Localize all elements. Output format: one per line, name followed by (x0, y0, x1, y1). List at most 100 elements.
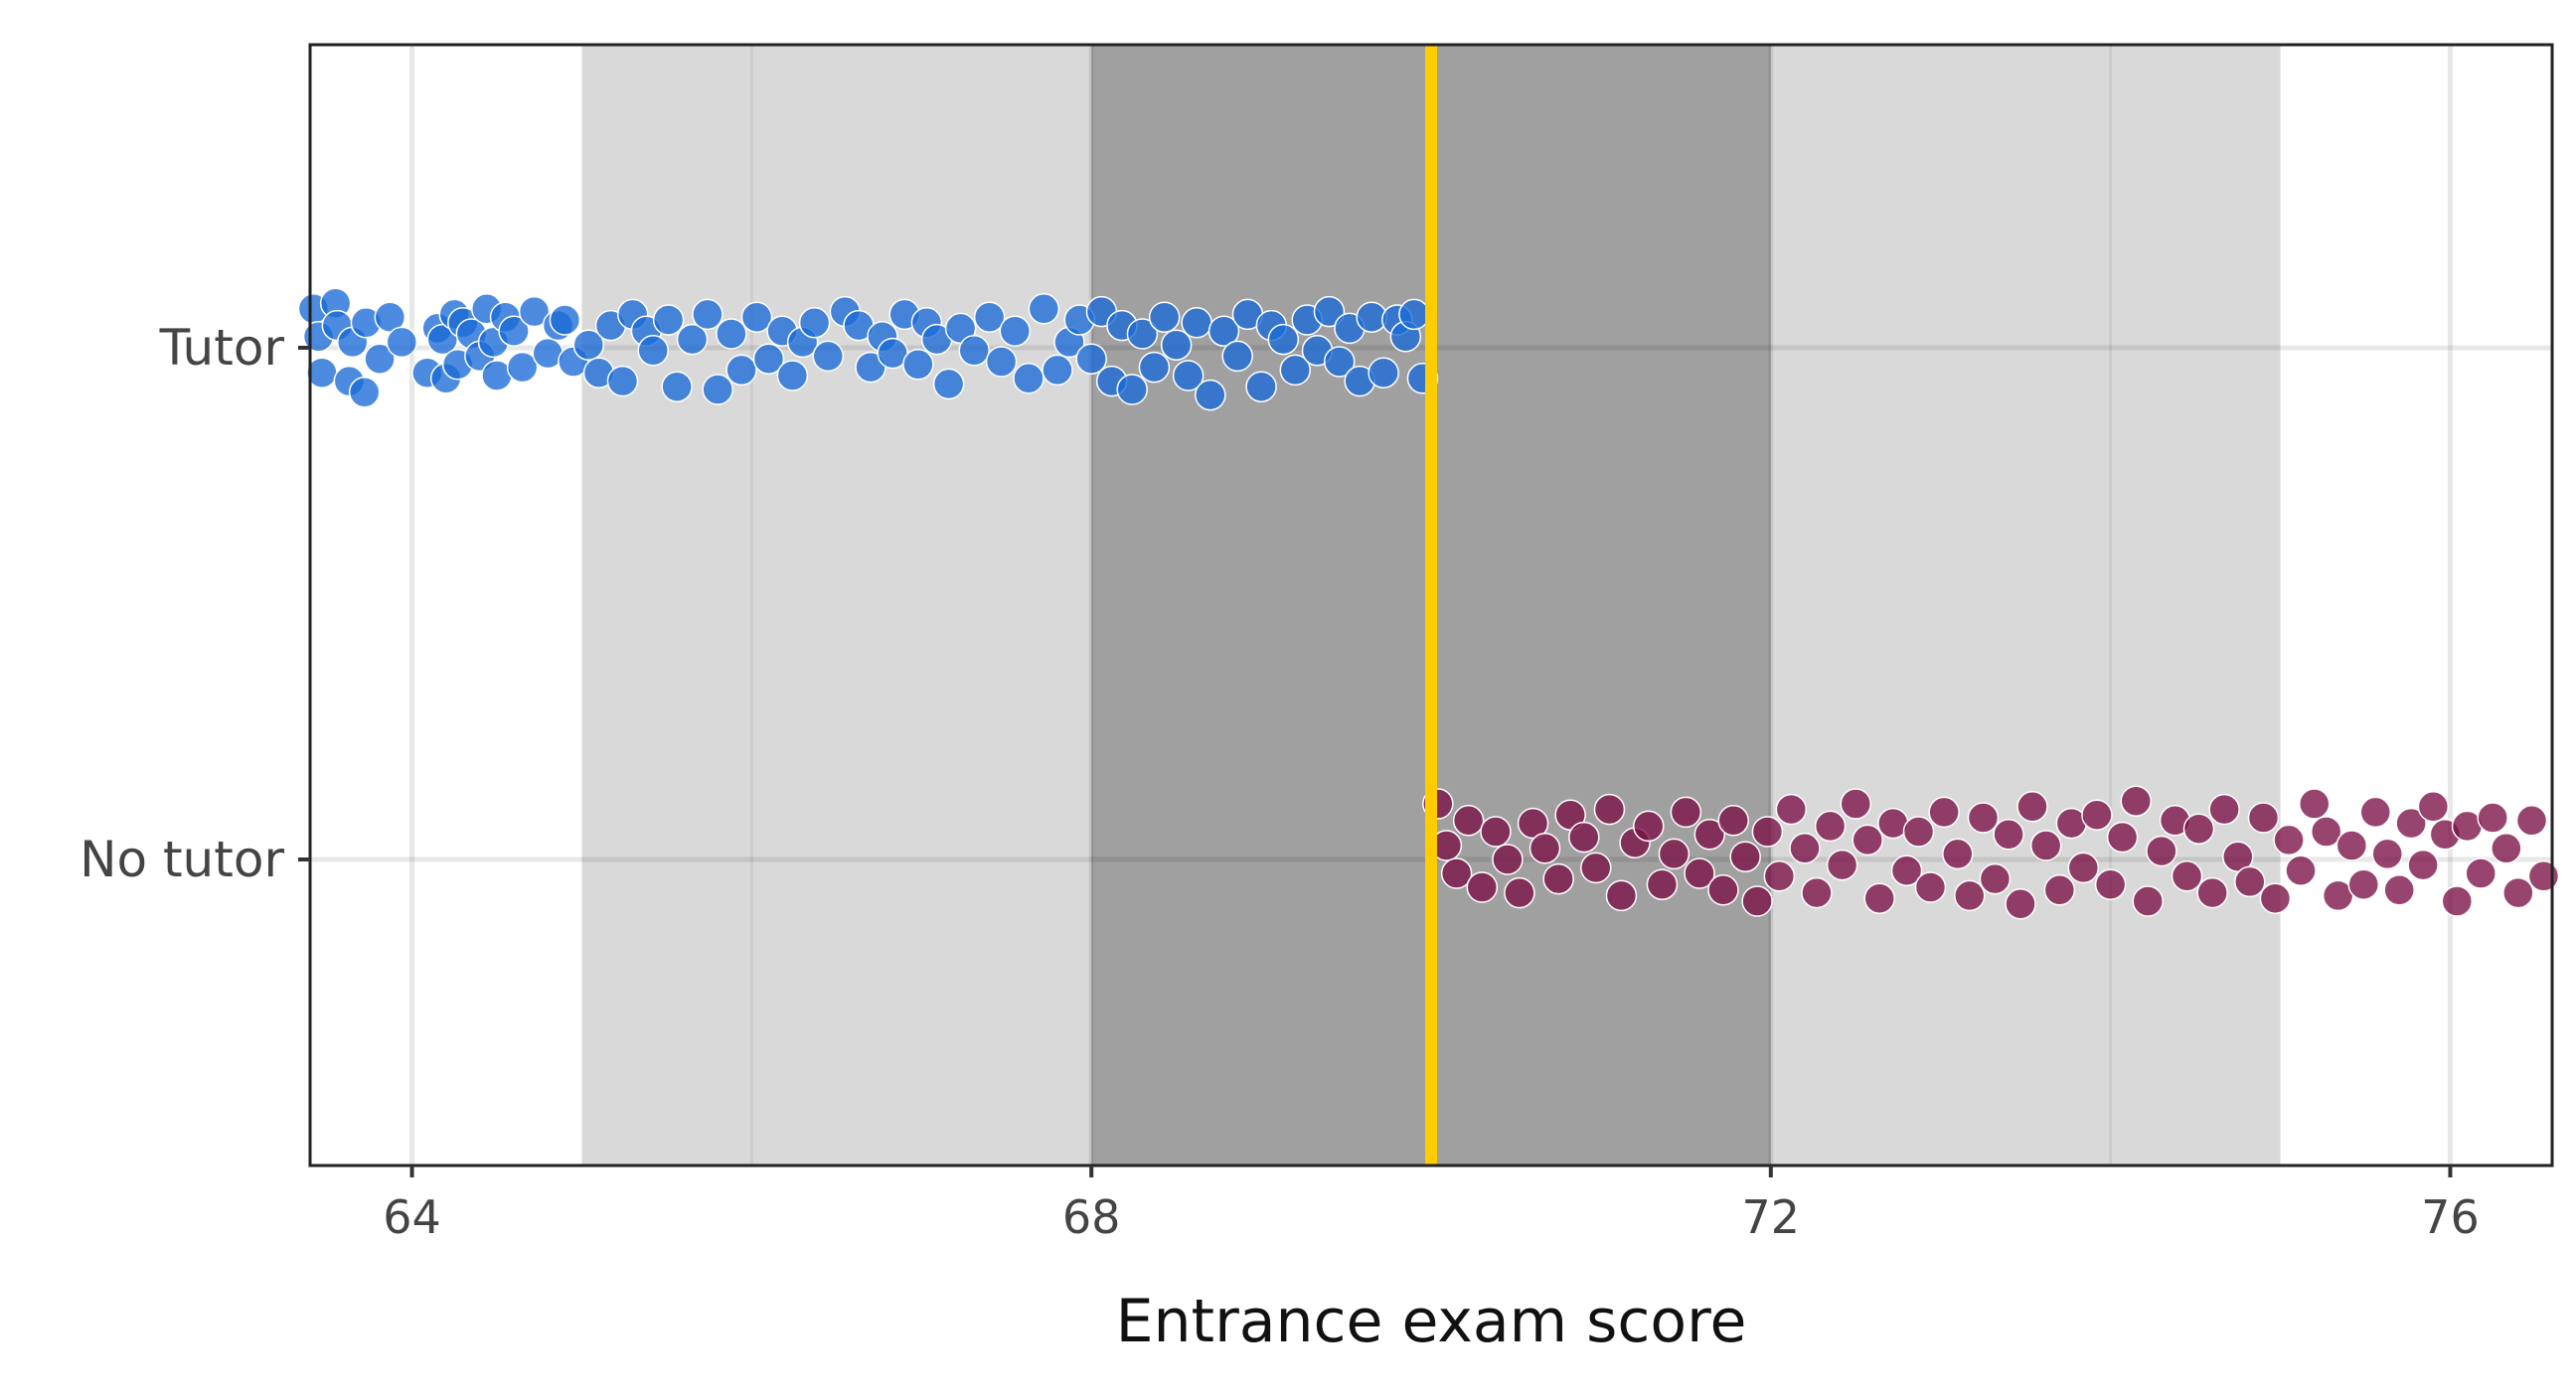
points-layer (297, 287, 2560, 920)
no-tutor-point (1580, 852, 1612, 884)
tutor-point (1245, 371, 1277, 402)
tutor-point (637, 335, 669, 367)
no-tutor-point (2081, 799, 2113, 831)
no-tutor-point (2347, 868, 2380, 900)
no-tutor-point (2067, 852, 2100, 884)
tutor-point (1181, 307, 1212, 339)
no-tutor-point (2016, 791, 2048, 823)
no-tutor-point (1529, 833, 1561, 864)
no-tutor-point (1542, 862, 1574, 895)
no-tutor-point (2417, 791, 2450, 823)
tutor-point (973, 301, 1006, 333)
tutor-point (692, 298, 724, 331)
no-tutor-point (2043, 874, 2076, 906)
x-tick-label: 68 (1062, 1190, 1121, 1244)
no-tutor-point (2273, 824, 2305, 856)
tutor-point (740, 301, 773, 333)
no-tutor-point (1763, 860, 1796, 892)
tutor-point (1208, 315, 1240, 347)
no-tutor-point (2477, 802, 2508, 834)
no-tutor-point (2441, 885, 2474, 917)
no-tutor-point (1775, 793, 1808, 826)
no-tutor-point (1826, 849, 1858, 881)
tutor-point (985, 346, 1018, 378)
y-tick-label: No tutor (80, 831, 284, 888)
tutor-point (498, 315, 530, 347)
tutor-point (549, 304, 581, 336)
y-tick-label: Tutor (159, 319, 285, 377)
tutor-point (1279, 354, 1312, 387)
no-tutor-point (2285, 855, 2317, 886)
no-tutor-point (1890, 855, 1923, 886)
tutor-point (752, 343, 785, 375)
tutor-point (1126, 318, 1159, 350)
x-tick-label: 76 (2421, 1190, 2480, 1244)
no-tutor-point (2491, 833, 2522, 864)
no-tutor-point (1568, 821, 1600, 854)
no-tutor-point (1593, 793, 1626, 826)
x-axis-title: Entrance exam score (1116, 1287, 1747, 1356)
no-tutor-point (2029, 830, 2062, 861)
tutor-point (958, 335, 991, 367)
no-tutor-point (2208, 793, 2240, 826)
tutor-point (506, 351, 539, 384)
no-tutor-point (1504, 876, 1535, 909)
no-tutor-point (2465, 857, 2496, 889)
no-tutor-point (1993, 819, 2024, 851)
no-tutor-point (2247, 802, 2280, 834)
tutor-point (902, 349, 934, 381)
no-tutor-point (1633, 810, 1665, 843)
no-tutor-point (2310, 816, 2342, 848)
no-tutor-point (2234, 865, 2266, 898)
no-tutor-point (1928, 796, 1960, 829)
no-tutor-point (1979, 862, 2012, 895)
no-tutor-point (1492, 844, 1524, 875)
no-tutor-point (1658, 838, 1690, 870)
tutor-point (798, 307, 831, 339)
tutor-point (716, 318, 747, 350)
no-tutor-point (1863, 882, 1895, 914)
no-tutor-point (1440, 857, 1473, 889)
tutor-point (932, 368, 965, 400)
tutor-point (1195, 379, 1226, 411)
tutor-point (652, 304, 685, 336)
no-tutor-point (1729, 841, 1761, 872)
tutor-point (1172, 360, 1205, 391)
no-tutor-point (1954, 879, 1986, 912)
no-tutor-point (2120, 785, 2153, 817)
no-tutor-point (1751, 816, 1784, 848)
no-tutor-point (1646, 868, 1679, 900)
tutor-point (1313, 295, 1346, 328)
tutor-point (1368, 357, 1399, 389)
tutor-point (606, 365, 639, 397)
tutor-point (1042, 354, 1073, 387)
tutor-point (1028, 293, 1060, 325)
no-tutor-point (2146, 835, 2177, 867)
no-tutor-point (1852, 824, 1883, 856)
no-tutor-point (2371, 838, 2403, 870)
x-tick-label: 64 (383, 1190, 441, 1244)
no-tutor-point (1693, 819, 1726, 851)
no-tutor-point (2106, 821, 2139, 854)
no-tutor-point (2182, 813, 2215, 845)
tutor-point (661, 371, 693, 402)
no-tutor-point (1840, 788, 1872, 820)
no-tutor-point (1480, 816, 1512, 848)
tutor-point (386, 326, 418, 359)
no-tutor-point (1466, 871, 1499, 903)
no-tutor-point (2407, 849, 2439, 881)
tutor-point (725, 354, 757, 387)
no-tutor-point (1452, 805, 1485, 837)
plot-frame (308, 43, 2554, 1167)
no-tutor-point (2502, 876, 2534, 909)
axis-layer: 64 68 72 76 No tutor Tutor (80, 319, 2480, 1244)
no-tutor-point (2132, 885, 2164, 917)
no-tutor-point (1967, 802, 2000, 834)
no-tutor-point (1684, 857, 1715, 889)
tutor-point (1160, 329, 1193, 361)
no-tutor-point (2298, 788, 2331, 820)
tutor-point (1116, 374, 1148, 405)
no-tutor-point (1942, 838, 1974, 870)
